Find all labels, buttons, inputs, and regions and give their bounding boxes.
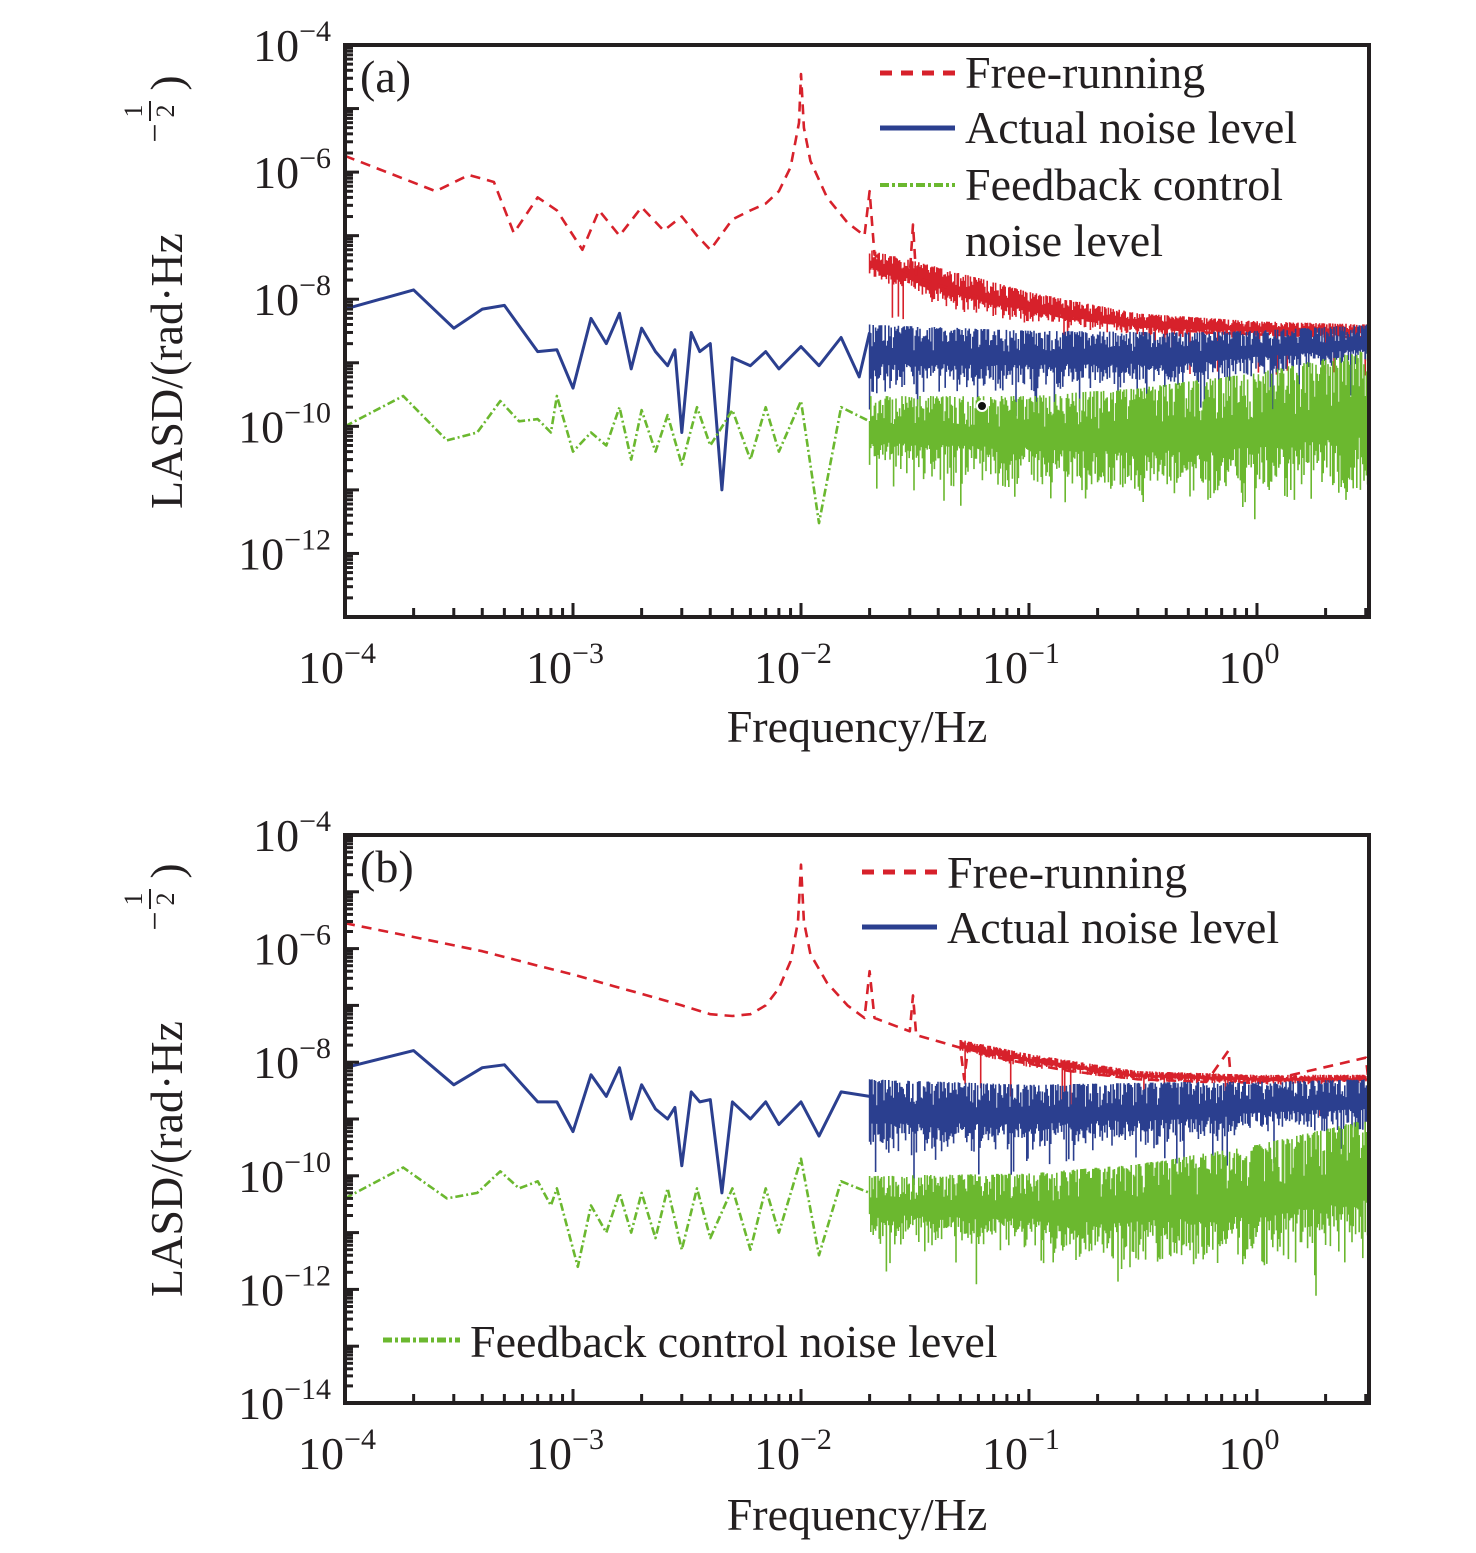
panel-a: 10−4 10−3 10−2 10−1 100 10−4 10−6 10−8 10−10 10−1… bbox=[119, 15, 1371, 752]
x-tick-label: 10−4 bbox=[298, 637, 376, 693]
panel-a-marker-dot bbox=[976, 400, 988, 412]
series-feedback-control-noise-level bbox=[345, 1121, 1369, 1296]
x-axis-title: Frequency/Hz bbox=[727, 701, 988, 752]
x-tick-label: 10−3 bbox=[526, 1423, 604, 1479]
svg-text:1: 1 bbox=[119, 105, 148, 118]
series-feedback-control-noise-level bbox=[345, 350, 1369, 525]
series-actual-noise-level bbox=[345, 288, 1369, 492]
y-tick-label: 10−8 bbox=[253, 269, 331, 325]
svg-text:−: − bbox=[137, 911, 174, 930]
svg-text:2: 2 bbox=[151, 105, 180, 118]
series-free-running-line bbox=[345, 72, 1369, 339]
svg-text:): ) bbox=[141, 75, 192, 90]
y-tick-label: 10−10 bbox=[238, 1146, 331, 1202]
svg-text:1: 1 bbox=[119, 893, 148, 906]
svg-text:LASD/(rad·Hz: LASD/(rad·Hz bbox=[141, 233, 192, 509]
legend-feedback-label: Feedback control noise level bbox=[470, 1316, 998, 1367]
series-feedback-control-noise-level-line bbox=[345, 1157, 871, 1269]
panel-a-plot-area bbox=[345, 72, 1369, 525]
legend-actual-noise-label: Actual noise level bbox=[947, 902, 1279, 953]
legend-free-running-label: Free-running bbox=[965, 47, 1205, 98]
svg-text:2: 2 bbox=[151, 893, 180, 906]
panel-a-axes: 10−4 10−3 10−2 10−1 100 10−4 10−6 10−8 10−10 10−1… bbox=[119, 15, 1371, 752]
series-actual-noise-level-noise-band bbox=[868, 1079, 1369, 1185]
x-axis-title: Frequency/Hz bbox=[727, 1489, 988, 1540]
panel-b: 10−4 10−3 10−2 10−1 100 10−4 10−6 10−8 10−10 10−1… bbox=[119, 805, 1371, 1540]
y-axis-title: LASD/(rad·Hz − 1 2) bbox=[119, 75, 192, 509]
y-tick-label: 10−4 bbox=[253, 15, 331, 71]
x-tick-label: 100 bbox=[1218, 637, 1279, 693]
x-tick-label: 10−3 bbox=[526, 637, 604, 693]
series-feedback-control-noise-level-noise-band bbox=[868, 350, 1369, 520]
x-tick-label: 10−1 bbox=[982, 1423, 1060, 1479]
svg-text:): ) bbox=[141, 863, 192, 878]
legend-feedback-label-line1: Feedback control bbox=[965, 159, 1283, 210]
y-tick-label: 10−8 bbox=[253, 1032, 331, 1088]
panel-b-tag: (b) bbox=[360, 841, 414, 892]
x-tick-label: 10−4 bbox=[298, 1423, 376, 1479]
legend-actual-noise-label: Actual noise level bbox=[965, 102, 1297, 153]
svg-text:−: − bbox=[137, 123, 174, 142]
y-tick-label: 10−12 bbox=[238, 1259, 331, 1315]
panel-a-legend: Free-running Actual noise level Feedback… bbox=[880, 47, 1297, 266]
y-tick-label: 10−10 bbox=[238, 396, 331, 452]
y-tick-label: 10−14 bbox=[238, 1373, 331, 1429]
series-free-running bbox=[345, 863, 1369, 1116]
y-tick-label: 10−4 bbox=[253, 805, 331, 861]
x-tick-label: 100 bbox=[1218, 1423, 1279, 1479]
y-axis-title: LASD/(rad·Hz − 1 2) bbox=[119, 863, 192, 1297]
y-tick-label: 10−6 bbox=[253, 142, 331, 198]
series-actual-noise-level-line bbox=[345, 1049, 870, 1195]
series-feedback-control-noise-level-line bbox=[345, 394, 871, 525]
legend-free-running-label: Free-running bbox=[947, 847, 1187, 898]
panel-b-axes: 10−4 10−3 10−2 10−1 100 10−4 10−6 10−8 10−10 10−1… bbox=[119, 805, 1371, 1540]
panel-a-tag: (a) bbox=[360, 51, 411, 102]
panel-b-legend: Free-running Actual noise level Feedback… bbox=[383, 847, 1279, 1367]
panel-b-plot-area bbox=[345, 863, 1369, 1296]
series-free-running-line bbox=[345, 863, 1369, 1085]
svg-text:LASD/(rad·Hz: LASD/(rad·Hz bbox=[141, 1021, 192, 1297]
series-actual-noise-level-line bbox=[345, 288, 872, 492]
x-tick-label: 10−2 bbox=[754, 1423, 832, 1479]
y-tick-label: 10−6 bbox=[253, 919, 331, 975]
series-actual-noise-level-noise-band bbox=[868, 324, 1369, 424]
x-tick-label: 10−2 bbox=[754, 637, 832, 693]
y-tick-label: 10−12 bbox=[238, 523, 331, 579]
legend-feedback-label-line2: noise level bbox=[965, 215, 1163, 266]
x-tick-label: 10−1 bbox=[982, 637, 1060, 693]
series-actual-noise-level bbox=[345, 1049, 1369, 1195]
series-feedback-control-noise-level-noise-band bbox=[868, 1121, 1369, 1296]
